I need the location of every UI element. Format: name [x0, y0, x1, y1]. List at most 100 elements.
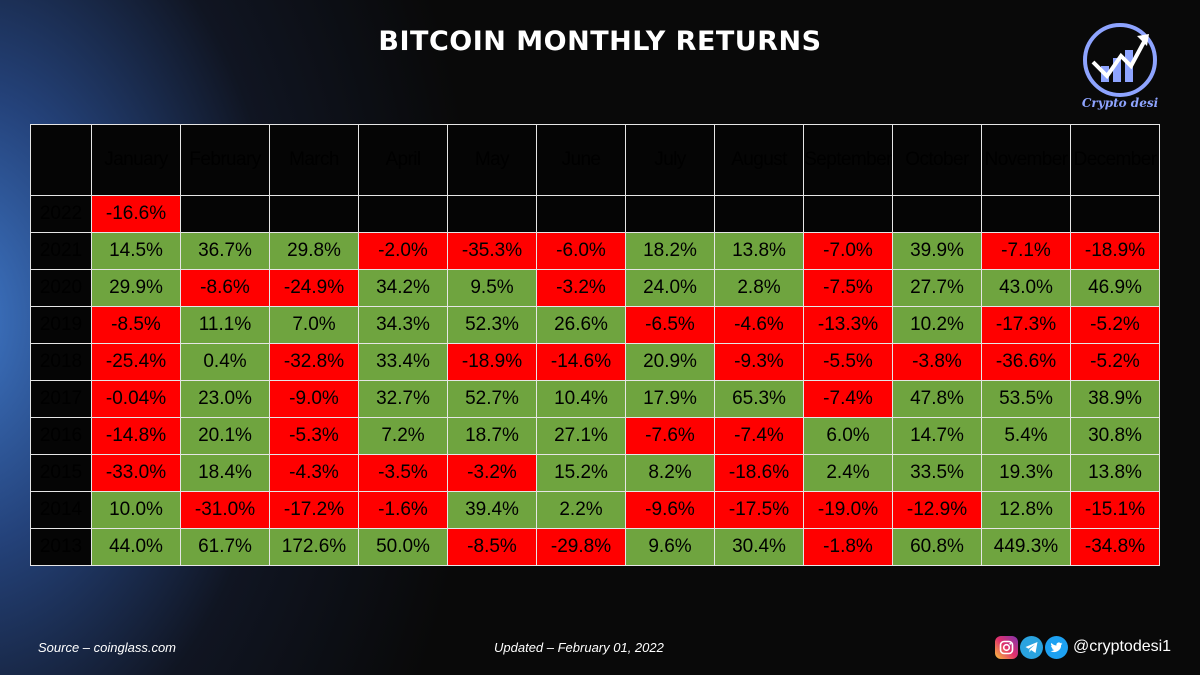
- return-cell: [269, 195, 359, 233]
- month-header: July: [625, 124, 715, 196]
- return-cell: -13.3%: [803, 306, 893, 344]
- year-label: 2020: [30, 269, 92, 307]
- return-cell: -2.0%: [358, 232, 448, 270]
- logo-text: Crypto desi: [1081, 96, 1159, 110]
- return-cell: 52.3%: [447, 306, 537, 344]
- return-cell: -5.5%: [803, 343, 893, 381]
- year-label: 2015: [30, 454, 92, 492]
- year-label: 2022: [30, 195, 92, 233]
- return-cell: 30.4%: [714, 528, 804, 566]
- return-cell: -5.2%: [1070, 306, 1160, 344]
- year-label: 2014: [30, 491, 92, 529]
- return-cell: [714, 195, 804, 233]
- return-cell: [625, 195, 715, 233]
- twitter-icon[interactable]: [1045, 635, 1068, 659]
- month-header: November: [981, 124, 1071, 196]
- return-cell: [358, 195, 448, 233]
- table-row: 2017 -0.04% 23.0% -9.0% 32.7% 52.7% 10.4% 17.9%…: [30, 380, 1160, 418]
- source-text: Source – coinglass.com: [38, 640, 177, 655]
- return-cell: -8.6%: [180, 269, 270, 307]
- table-row: 2018 -25.4% 0.4% -32.8% 33.4% -18.9% -14.6% 20.…: [30, 343, 1160, 381]
- return-cell: 29.9%: [91, 269, 181, 307]
- return-cell: [536, 195, 626, 233]
- return-cell: [180, 195, 270, 233]
- header-row: January February March April May June July Augu…: [30, 124, 1160, 196]
- return-cell: -3.2%: [447, 454, 537, 492]
- return-cell: -19.0%: [803, 491, 893, 529]
- return-cell: -17.2%: [269, 491, 359, 529]
- instagram-icon[interactable]: [995, 635, 1018, 659]
- return-cell: 7.2%: [358, 417, 448, 455]
- year-label: 2018: [30, 343, 92, 381]
- return-cell: -6.5%: [625, 306, 715, 344]
- return-cell: [447, 195, 537, 233]
- crypto-desi-logo: Crypto desi: [1079, 22, 1161, 118]
- month-header: January: [91, 124, 181, 196]
- return-cell: 0.4%: [180, 343, 270, 381]
- return-cell: 9.6%: [625, 528, 715, 566]
- table-body: 2022 -16.6% 2021 14.5% 36.7% 29.8% -2.0% -35.3%…: [30, 195, 1160, 566]
- return-cell: -9.3%: [714, 343, 804, 381]
- return-cell: -15.1%: [1070, 491, 1160, 529]
- return-cell: -8.5%: [447, 528, 537, 566]
- return-cell: -18.9%: [1070, 232, 1160, 270]
- return-cell: -36.6%: [981, 343, 1071, 381]
- table-row: 2014 10.0% -31.0% -17.2% -1.6% 39.4% 2.2% -9.6%…: [30, 491, 1160, 529]
- return-cell: -32.8%: [269, 343, 359, 381]
- return-cell: 19.3%: [981, 454, 1071, 492]
- return-cell: 449.3%: [981, 528, 1071, 566]
- return-cell: 52.7%: [447, 380, 537, 418]
- return-cell: -0.04%: [91, 380, 181, 418]
- return-cell: 26.6%: [536, 306, 626, 344]
- return-cell: -12.9%: [892, 491, 982, 529]
- return-cell: 33.5%: [892, 454, 982, 492]
- return-cell: 2.4%: [803, 454, 893, 492]
- month-header: December: [1070, 124, 1160, 196]
- return-cell: [981, 195, 1071, 233]
- return-cell: 36.7%: [180, 232, 270, 270]
- chart-title: BITCOIN MONTHLY RETURNS: [378, 26, 822, 57]
- month-header: September: [803, 124, 893, 196]
- table-row: 2022 -16.6%: [30, 195, 1160, 233]
- return-cell: 14.7%: [892, 417, 982, 455]
- return-cell: 29.8%: [269, 232, 359, 270]
- table-row: 2019 -8.5% 11.1% 7.0% 34.3% 52.3% 26.6% -6.5% -4…: [30, 306, 1160, 344]
- social-bar: @cryptodesi1: [995, 633, 1171, 661]
- return-cell: -7.5%: [803, 269, 893, 307]
- return-cell: -18.6%: [714, 454, 804, 492]
- return-cell: -1.8%: [803, 528, 893, 566]
- return-cell: [892, 195, 982, 233]
- return-cell: 10.4%: [536, 380, 626, 418]
- return-cell: -5.2%: [1070, 343, 1160, 381]
- return-cell: [1070, 195, 1160, 233]
- return-cell: -3.2%: [536, 269, 626, 307]
- return-cell: 27.7%: [892, 269, 982, 307]
- return-cell: 9.5%: [447, 269, 537, 307]
- return-cell: -34.8%: [1070, 528, 1160, 566]
- return-cell: 10.0%: [91, 491, 181, 529]
- return-cell: -14.8%: [91, 417, 181, 455]
- return-cell: 13.8%: [1070, 454, 1160, 492]
- return-cell: -3.8%: [892, 343, 982, 381]
- return-cell: -17.5%: [714, 491, 804, 529]
- return-cell: 61.7%: [180, 528, 270, 566]
- return-cell: 2.2%: [536, 491, 626, 529]
- return-cell: 20.1%: [180, 417, 270, 455]
- table-row: 2020 29.9% -8.6% -24.9% 34.2% 9.5% -3.2% 24.0% 2…: [30, 269, 1160, 307]
- return-cell: 33.4%: [358, 343, 448, 381]
- return-cell: 18.4%: [180, 454, 270, 492]
- return-cell: -35.3%: [447, 232, 537, 270]
- return-cell: -7.0%: [803, 232, 893, 270]
- month-header: March: [269, 124, 359, 196]
- return-cell: 15.2%: [536, 454, 626, 492]
- month-header: October: [892, 124, 982, 196]
- return-cell: -9.6%: [625, 491, 715, 529]
- telegram-icon[interactable]: [1020, 635, 1043, 659]
- table-row: 2013 44.0% 61.7% 172.6% 50.0% -8.5% -29.8% 9.6%…: [30, 528, 1160, 566]
- return-cell: -3.5%: [358, 454, 448, 492]
- return-cell: 12.8%: [981, 491, 1071, 529]
- return-cell: 8.2%: [625, 454, 715, 492]
- year-label: 2021: [30, 232, 92, 270]
- return-cell: 30.8%: [1070, 417, 1160, 455]
- return-cell: -7.4%: [714, 417, 804, 455]
